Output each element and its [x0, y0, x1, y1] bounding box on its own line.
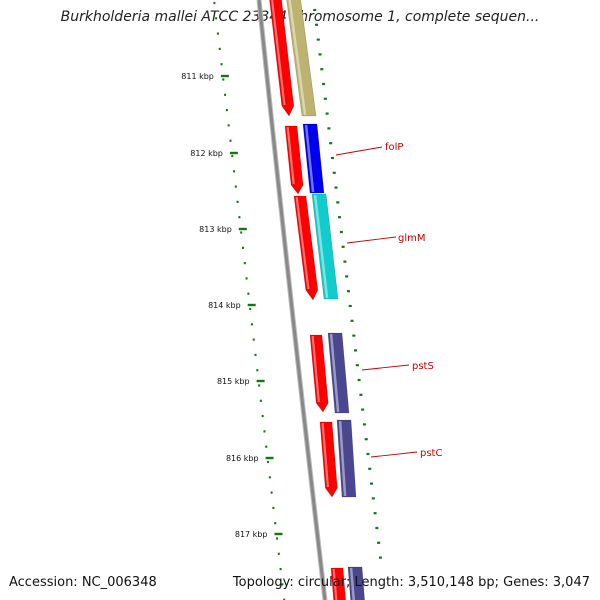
folP-cds-sheen	[304, 124, 315, 193]
red-cds	[330, 567, 346, 600]
red-cds-sheen	[271, 0, 286, 106]
feature-track	[269, 0, 365, 600]
red-cds	[319, 421, 338, 498]
backbone	[256, 0, 328, 600]
tick-ring: 811 kbp 812 kbp 813 kbp 814 kbp 815 kbp 816 k…	[181, 1, 382, 600]
tan-cds	[286, 0, 317, 117]
kbp-label: 816 kbp	[226, 454, 259, 463]
pstS-cds	[327, 332, 350, 414]
folP-cds	[302, 123, 325, 194]
leader-line	[335, 146, 383, 156]
tan-cds-sheen	[288, 0, 307, 116]
gene-labels: folP glmM pstS pstC	[335, 142, 442, 459]
kbp-label: 813 kbp	[199, 225, 232, 234]
red-cds	[284, 125, 304, 195]
red-cds-sheen	[321, 422, 329, 488]
leader-line	[361, 364, 410, 371]
summary-text: Topology: circular; Length: 3,510,148 bp…	[232, 575, 590, 590]
kbp-label: 815 kbp	[217, 377, 250, 386]
accession-text: Accession: NC_006348	[9, 575, 157, 590]
glmM-cds	[311, 193, 339, 300]
kbp-label: 811 kbp	[181, 72, 214, 81]
leader-line	[346, 236, 397, 244]
gene-label: glmM	[398, 233, 426, 244]
slate-cds-sheen	[349, 567, 356, 600]
red-cds-sheen	[295, 196, 310, 290]
gene-label: folP	[385, 142, 403, 153]
kbp-label: 817 kbp	[235, 530, 268, 539]
glmM-cds-sheen	[313, 194, 329, 299]
leader-line	[370, 451, 418, 458]
pstC-cds	[336, 419, 357, 498]
kbp-label: 812 kbp	[190, 149, 223, 158]
red-cds-sheen	[311, 335, 320, 403]
pstC-cds-sheen	[338, 420, 347, 497]
gene-label: pstS	[412, 361, 434, 372]
red-cds	[309, 334, 329, 413]
red-cds	[269, 0, 295, 117]
slate-cds	[347, 566, 365, 600]
red-cds	[293, 195, 319, 301]
red-cds-sheen	[332, 568, 338, 600]
backbone-line	[257, 0, 327, 600]
pstS-cds-sheen	[329, 333, 340, 413]
gene-label: pstC	[420, 448, 442, 459]
red-cds-sheen	[286, 126, 295, 185]
kbp-label: 814 kbp	[208, 301, 241, 310]
